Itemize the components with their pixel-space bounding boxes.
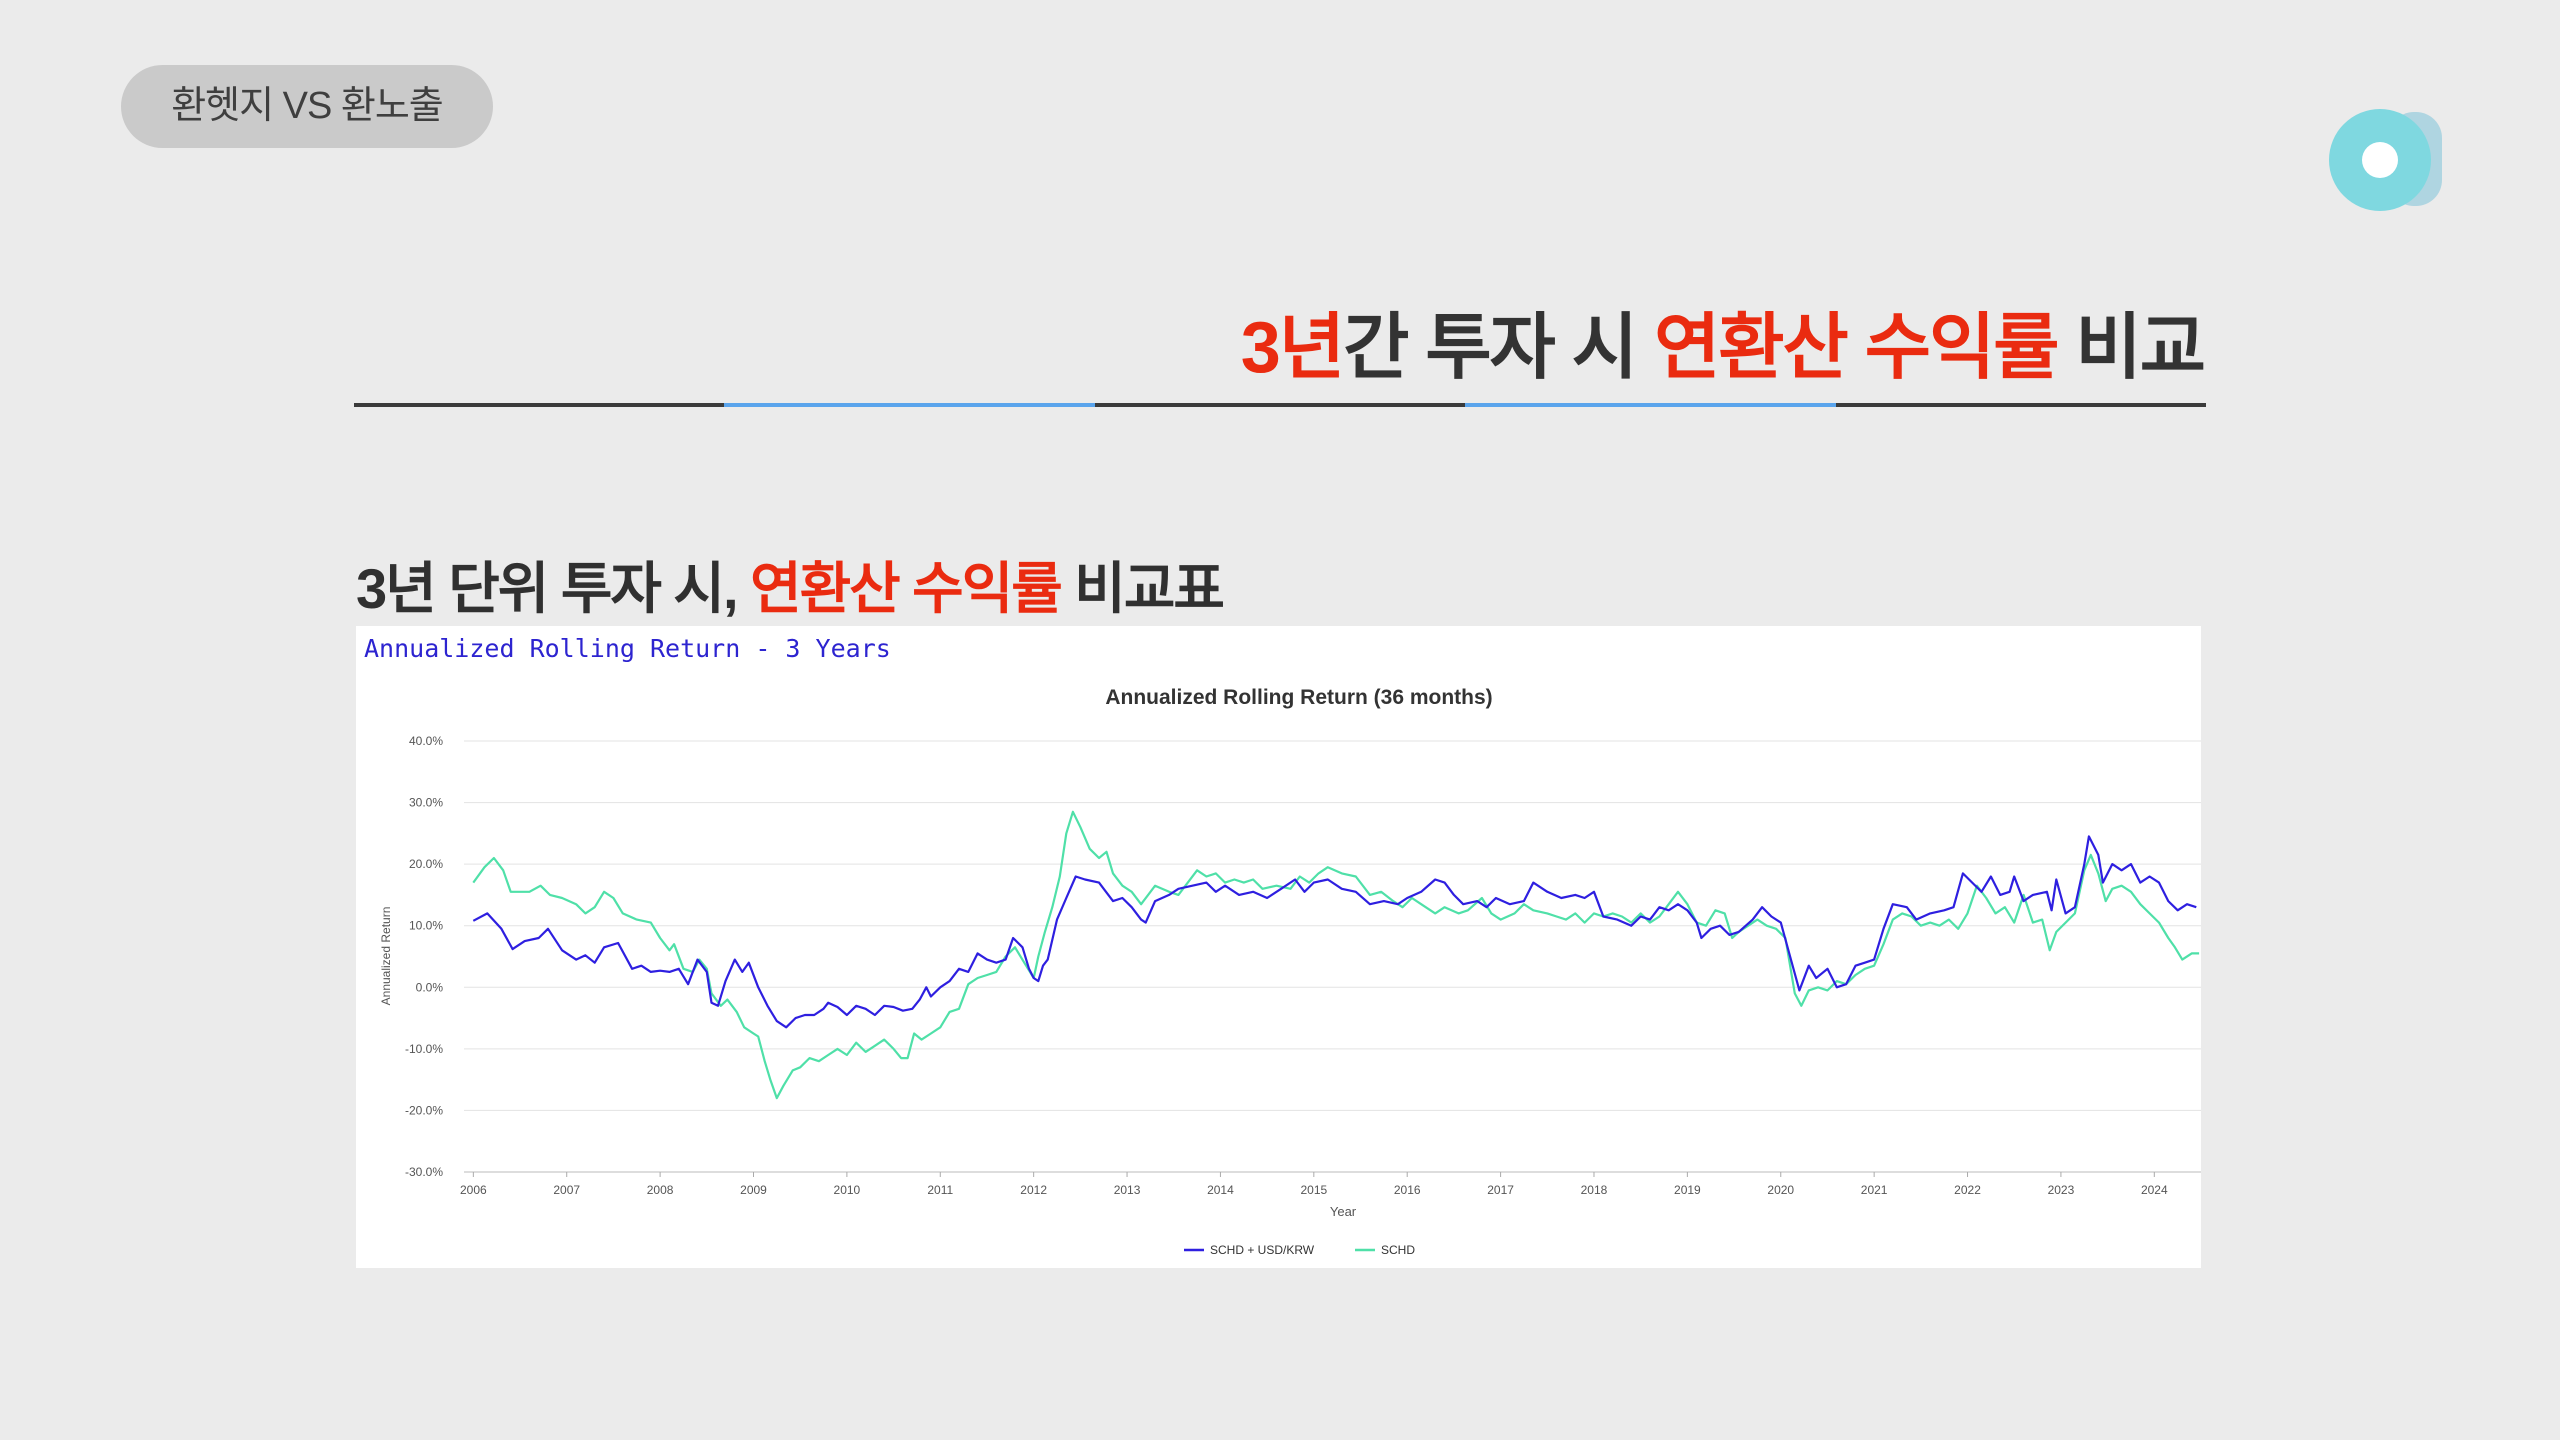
section-tag: 환헷지 VS 환노출 (121, 65, 493, 148)
y-axis-label: Annualized Return (379, 907, 393, 1006)
y-tick-label: 0.0% (416, 980, 444, 994)
title-divider (354, 403, 2207, 407)
x-tick-label: 2012 (1020, 1183, 1047, 1197)
x-tick-label: 2023 (2048, 1183, 2075, 1197)
x-tick-label: 2016 (1394, 1183, 1421, 1197)
x-tick-label: 2007 (553, 1183, 580, 1197)
x-tick-label: 2018 (1581, 1183, 1608, 1197)
y-tick-label: -30.0% (405, 1165, 443, 1179)
x-tick-label: 2009 (740, 1183, 767, 1197)
brand-logo-icon (2329, 109, 2442, 211)
x-tick-label: 2019 (1674, 1183, 1701, 1197)
legend-label: SCHD (1381, 1243, 1415, 1257)
x-tick-label: 2021 (1861, 1183, 1888, 1197)
x-tick-label: 2008 (647, 1183, 674, 1197)
chart-title: Annualized Rolling Return (36 months) (1105, 686, 1492, 709)
x-tick-label: 2011 (927, 1183, 953, 1197)
x-tick-label: 2006 (460, 1183, 487, 1197)
y-tick-label: 30.0% (409, 796, 443, 810)
x-tick-label: 2013 (1114, 1183, 1141, 1197)
x-axis-label: Year (1330, 1204, 1357, 1219)
x-tick-label: 2017 (1487, 1183, 1514, 1197)
x-tick-label: 2024 (2141, 1183, 2168, 1197)
rolling-return-chart: Annualized Rolling Return (36 months) 40… (379, 686, 2201, 1257)
panel-title: Annualized Rolling Return - 3 Years (364, 634, 891, 663)
x-tick-label: 2020 (1767, 1183, 1794, 1197)
y-tick-label: 40.0% (409, 734, 443, 748)
x-tick-label: 2014 (1207, 1183, 1234, 1197)
x-tick-label: 2022 (1954, 1183, 1981, 1197)
y-tick-label: 10.0% (409, 919, 443, 933)
x-tick-label: 2010 (834, 1183, 861, 1197)
y-tick-label: -10.0% (405, 1042, 443, 1056)
series-line-schd (472, 810, 2200, 1100)
legend-label: SCHD + USD/KRW (1210, 1243, 1315, 1257)
section-heading: 3년 단위 투자 시, 연환산 수익률 비교표 (356, 557, 1225, 620)
series-line-hedged (472, 835, 2197, 1029)
y-tick-label: -20.0% (405, 1103, 443, 1117)
y-tick-label: 20.0% (409, 857, 443, 871)
page-title: 3년간 투자 시 연환산 수익률 비교 (1240, 308, 2206, 388)
chart-panel: Annualized Rolling Return - 3 Years Annu… (356, 626, 2201, 1268)
x-tick-label: 2015 (1300, 1183, 1327, 1197)
